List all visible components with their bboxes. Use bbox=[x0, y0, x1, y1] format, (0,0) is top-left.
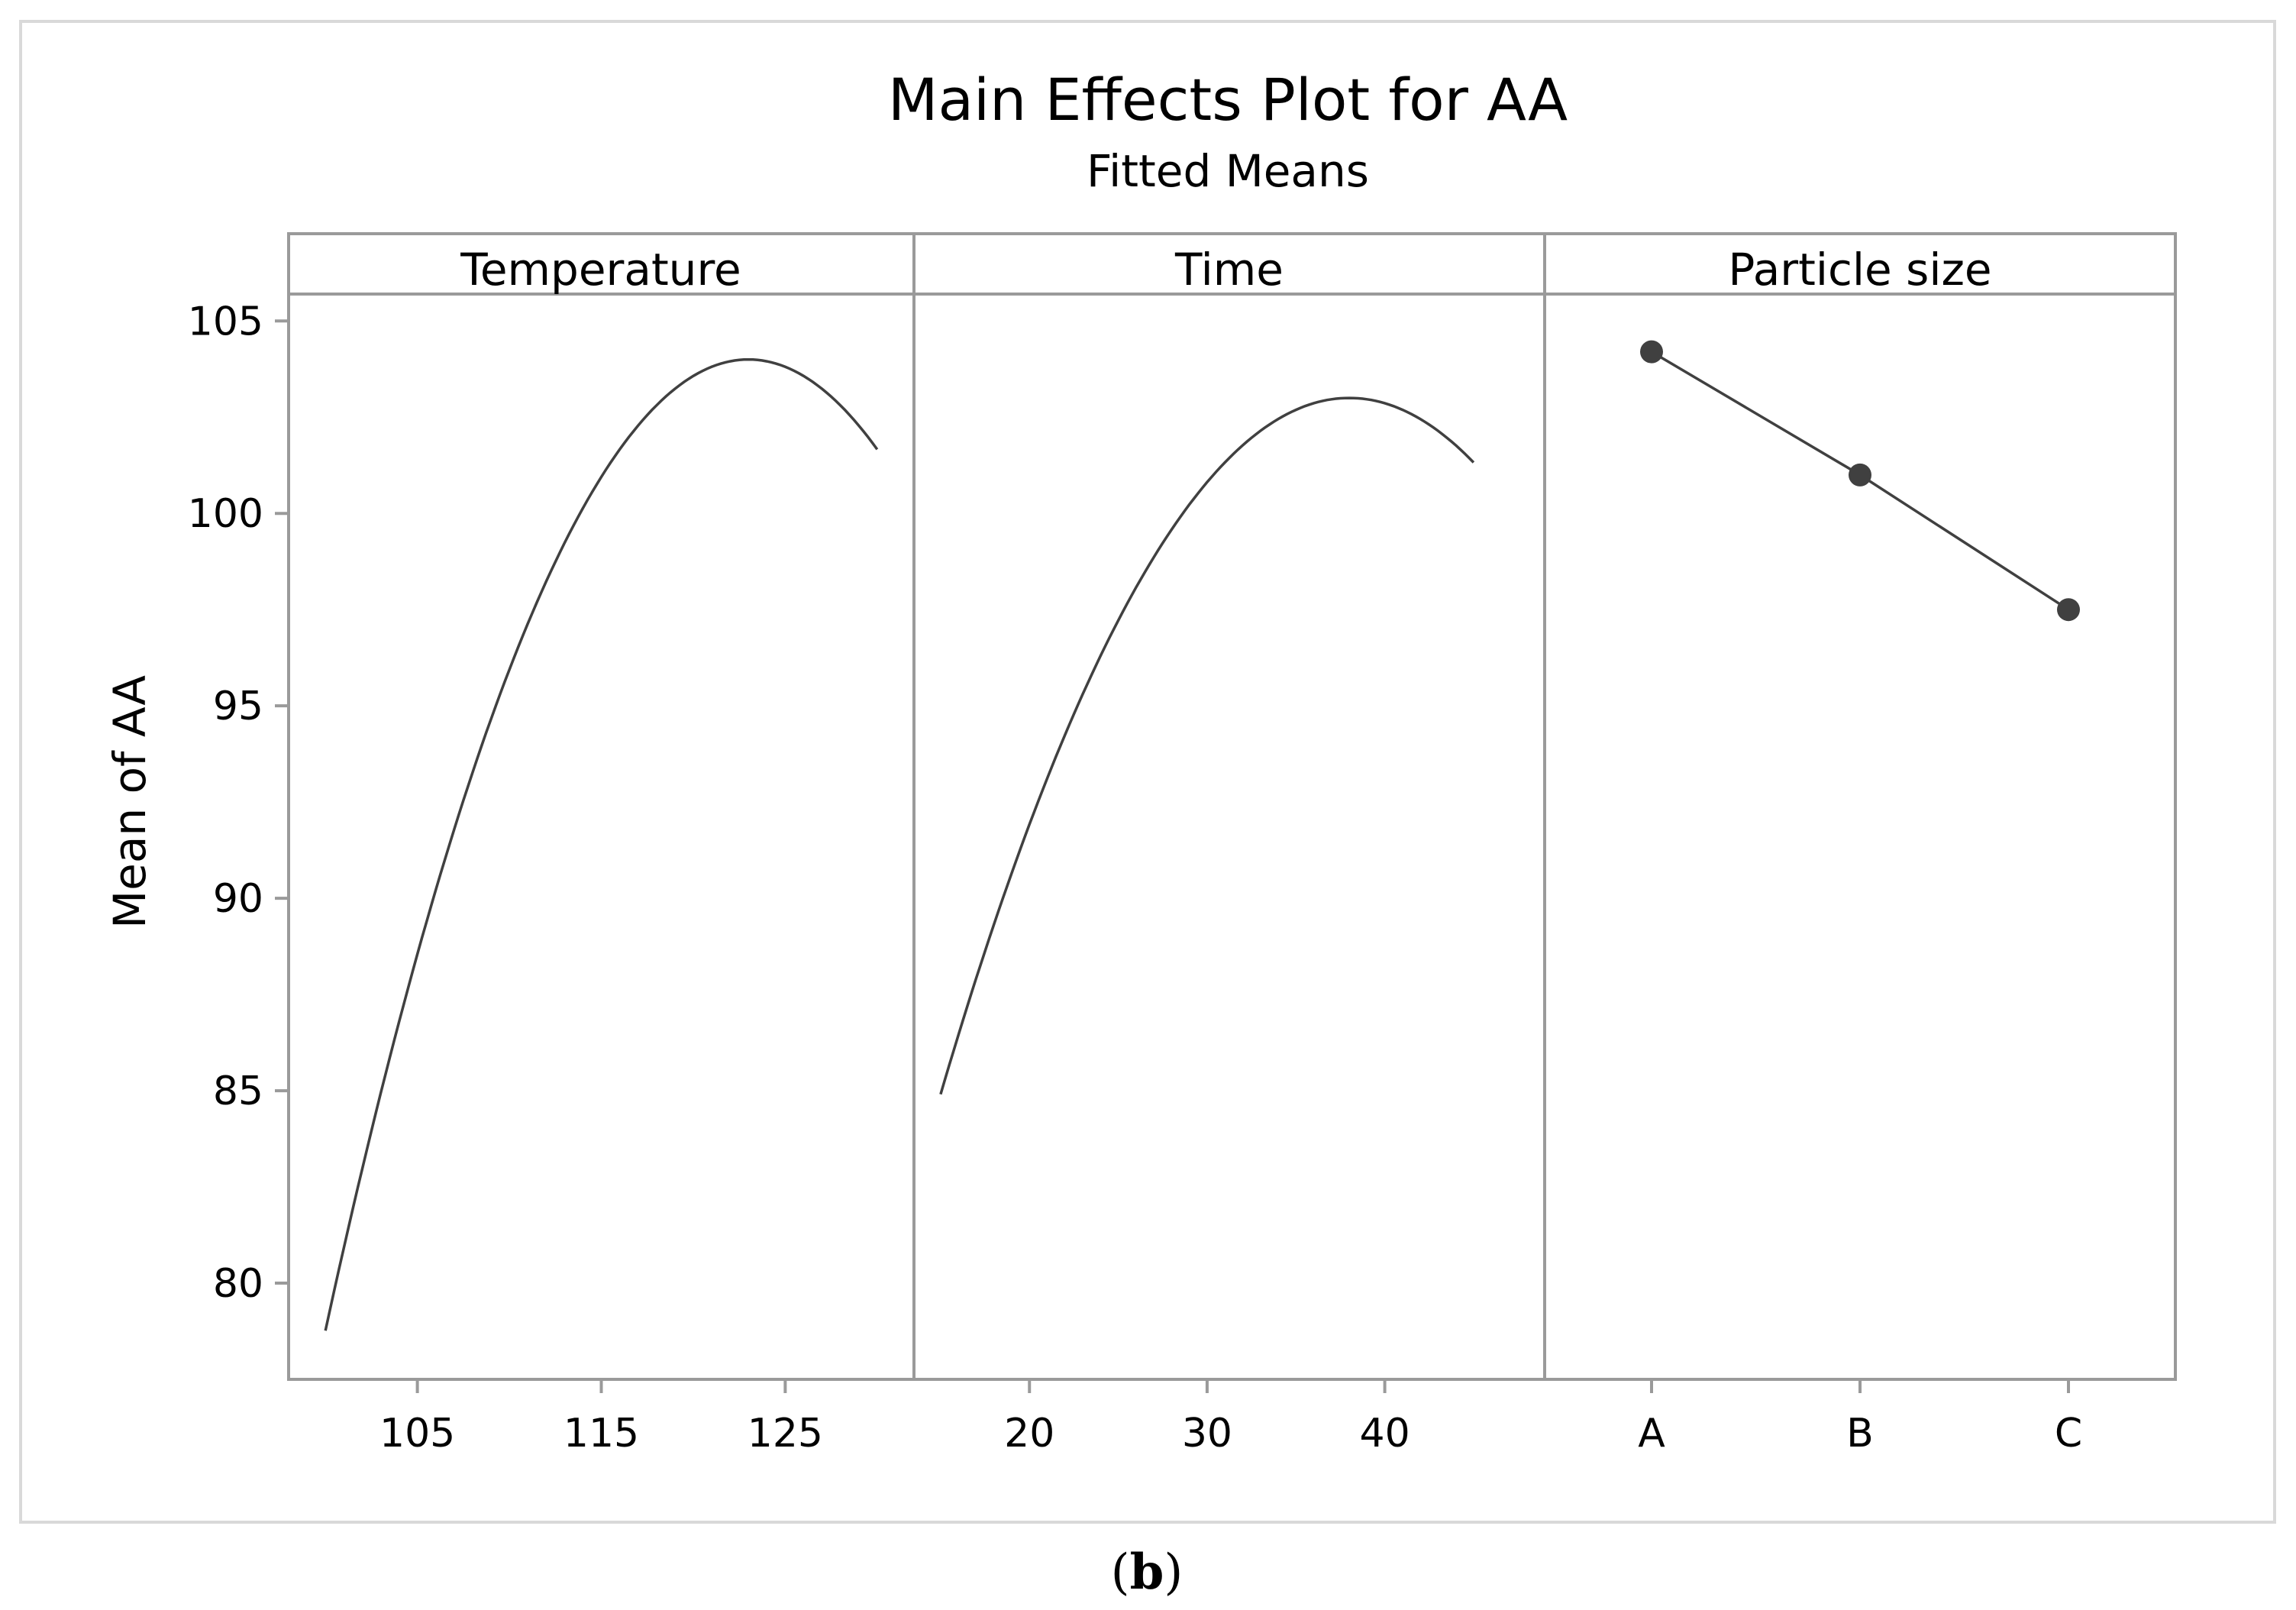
x-tick-label: 30 bbox=[1182, 1411, 1232, 1456]
mean-point bbox=[1849, 463, 1871, 487]
x-tick-label: 40 bbox=[1360, 1411, 1410, 1456]
chart-title: Main Effects Plot for AA bbox=[888, 66, 1568, 134]
x-tick-label: B bbox=[1846, 1411, 1874, 1456]
particle-size-panel: A B C bbox=[1545, 340, 2175, 1456]
fitted-curve bbox=[324, 357, 879, 1331]
y-axis: 80 85 90 95 100 105 bbox=[188, 299, 289, 1307]
caption-close-paren: ) bbox=[1164, 1544, 1183, 1601]
strip-label-time: Time bbox=[1174, 244, 1284, 296]
x-tick-label: 20 bbox=[1004, 1411, 1054, 1456]
strip-label-particle-size: Particle size bbox=[1728, 244, 1991, 296]
x-tick-label: C bbox=[2055, 1411, 2082, 1456]
y-tick-label: 85 bbox=[213, 1068, 263, 1114]
time-panel: 20 30 40 bbox=[914, 396, 1545, 1456]
y-tick-label: 105 bbox=[188, 299, 263, 344]
y-tick-label: 95 bbox=[213, 684, 263, 729]
caption-letter: b bbox=[1130, 1544, 1164, 1601]
figure-frame bbox=[19, 20, 2276, 1524]
x-tick-label: 115 bbox=[564, 1411, 639, 1456]
y-axis-label: Mean of AA bbox=[104, 675, 156, 929]
y-tick-label: 80 bbox=[213, 1261, 263, 1307]
figure-caption: (b) bbox=[1111, 1544, 1184, 1601]
caption-open-paren: ( bbox=[1111, 1544, 1130, 1601]
x-tick-label: 105 bbox=[379, 1411, 455, 1456]
y-tick-label: 100 bbox=[188, 491, 263, 537]
strip-label-temperature: Temperature bbox=[460, 244, 741, 296]
mean-point bbox=[2057, 598, 2080, 622]
x-tick-label: 125 bbox=[748, 1411, 823, 1456]
fitted-curve bbox=[939, 396, 1475, 1095]
temperature-panel: 105 115 125 bbox=[289, 357, 914, 1456]
chart-subtitle: Fitted Means bbox=[1087, 145, 1369, 197]
x-tick-label: A bbox=[1638, 1411, 1665, 1456]
y-tick-label: 90 bbox=[213, 876, 263, 922]
mean-point bbox=[1640, 340, 1663, 364]
